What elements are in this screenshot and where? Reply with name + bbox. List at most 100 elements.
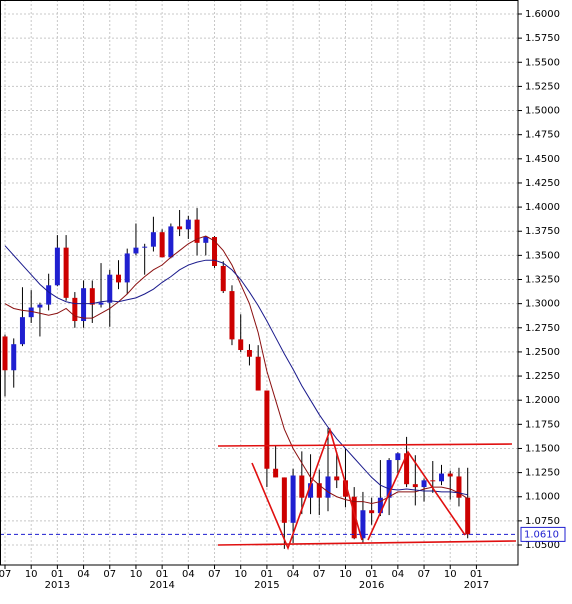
candle-body <box>11 344 17 371</box>
candle-body <box>212 237 218 266</box>
pattern-line <box>251 427 363 551</box>
candle-body <box>342 480 348 497</box>
plot-frame <box>0 0 519 566</box>
x-tick-label: 07 <box>208 569 221 580</box>
candle-body <box>133 247 139 254</box>
candle-body <box>316 483 322 498</box>
candle-body <box>264 390 270 469</box>
x-tick-label: 07 <box>0 569 11 580</box>
candle-body <box>281 477 287 523</box>
year-label: 2013 <box>45 580 70 591</box>
x-tick-label: 10 <box>234 569 247 580</box>
candle-body <box>72 297 78 322</box>
x-tick-label: 10 <box>339 569 352 580</box>
year-label: 2014 <box>149 580 174 591</box>
y-tick-label: 1.0500 <box>525 540 560 551</box>
candle-body <box>246 349 252 357</box>
y-tick-label: 1.5750 <box>525 33 560 44</box>
candle-body <box>19 317 25 345</box>
y-tick-label: 1.3500 <box>525 250 560 261</box>
y-tick-label: 1.5250 <box>525 81 560 92</box>
candle-body <box>465 497 471 535</box>
candle-body <box>456 476 462 498</box>
candle-body <box>351 496 357 539</box>
candle-body <box>360 510 366 539</box>
candle-body <box>290 475 296 523</box>
year-label: 2015 <box>254 580 279 591</box>
resistance-line <box>217 443 513 447</box>
last-price-label: 1.0610 <box>524 529 559 540</box>
candle-body <box>377 497 383 514</box>
support-line <box>217 540 517 546</box>
y-tick-label: 1.2000 <box>525 395 560 406</box>
candle-body <box>430 480 436 482</box>
candle-body <box>194 219 200 243</box>
y-tick-label: 1.4250 <box>525 178 560 189</box>
candle-body <box>150 232 156 247</box>
x-tick-label: 07 <box>313 569 326 580</box>
candle-body <box>447 473 453 477</box>
candle-body <box>37 304 43 308</box>
x-tick-label: 07 <box>103 569 116 580</box>
candle-body <box>325 476 331 498</box>
year-label: 2017 <box>464 580 489 591</box>
x-tick-label: 01 <box>261 569 274 580</box>
candle-body <box>334 476 340 481</box>
candle-body <box>185 219 191 230</box>
year-label: 2016 <box>359 580 384 591</box>
axis: 1.6000 1.5750 1.5500 1.5250 1.5000 1.4750 1.45… <box>0 9 566 591</box>
candle-body <box>412 484 418 488</box>
candle-body <box>220 265 226 292</box>
candle-body <box>229 291 235 340</box>
y-tick-label: 1.0750 <box>525 516 560 527</box>
candle-body <box>107 274 113 303</box>
candle-body <box>299 475 305 498</box>
candle-body <box>54 247 60 286</box>
y-tick-label: 1.1500 <box>525 443 560 454</box>
x-tick-label: 01 <box>365 569 378 580</box>
candle-body <box>46 285 52 305</box>
x-tick-label: 01 <box>51 569 64 580</box>
candle-body <box>98 302 104 305</box>
candle-body <box>124 253 130 283</box>
candle-body <box>28 307 34 318</box>
y-tick-label: 1.4000 <box>525 202 560 213</box>
x-tick-label: 10 <box>25 569 38 580</box>
y-tick-label: 1.3250 <box>525 275 560 286</box>
x-tick-label: 01 <box>470 569 483 580</box>
y-tick-label: 1.2250 <box>525 371 560 382</box>
x-tick-label: 10 <box>130 569 143 580</box>
candle-body <box>273 468 279 478</box>
candle-body <box>439 473 444 482</box>
candle-body <box>369 510 375 514</box>
y-tick-label: 1.5500 <box>525 57 560 68</box>
y-tick-label: 1.3750 <box>525 226 560 237</box>
y-tick-label: 1.1000 <box>525 492 560 503</box>
candle-body <box>308 483 314 498</box>
x-tick-label: 07 <box>418 569 431 580</box>
y-tick-label: 1.6000 <box>525 9 560 20</box>
x-tick-label: 04 <box>182 569 195 580</box>
candle-body <box>2 336 8 371</box>
candle-body <box>115 274 121 283</box>
y-tick-label: 1.1750 <box>525 419 560 430</box>
candle-body <box>159 232 165 258</box>
candle-body <box>177 226 183 230</box>
candle-body <box>168 226 174 258</box>
x-tick-label: 01 <box>156 569 169 580</box>
candle-body <box>89 288 95 305</box>
pattern-line <box>367 450 466 541</box>
candle-body <box>421 480 427 488</box>
candle-body <box>63 247 69 298</box>
candle-body <box>404 453 410 485</box>
x-tick-label: 04 <box>391 569 404 580</box>
candle-body <box>81 288 87 322</box>
candle-body <box>238 339 244 350</box>
candle-body <box>255 356 261 391</box>
y-tick-label: 1.2500 <box>525 347 560 358</box>
x-tick-label: 10 <box>444 569 457 580</box>
x-tick-label: 04 <box>287 569 300 580</box>
x-tick-label: 04 <box>77 569 90 580</box>
y-tick-label: 1.4750 <box>525 130 560 141</box>
